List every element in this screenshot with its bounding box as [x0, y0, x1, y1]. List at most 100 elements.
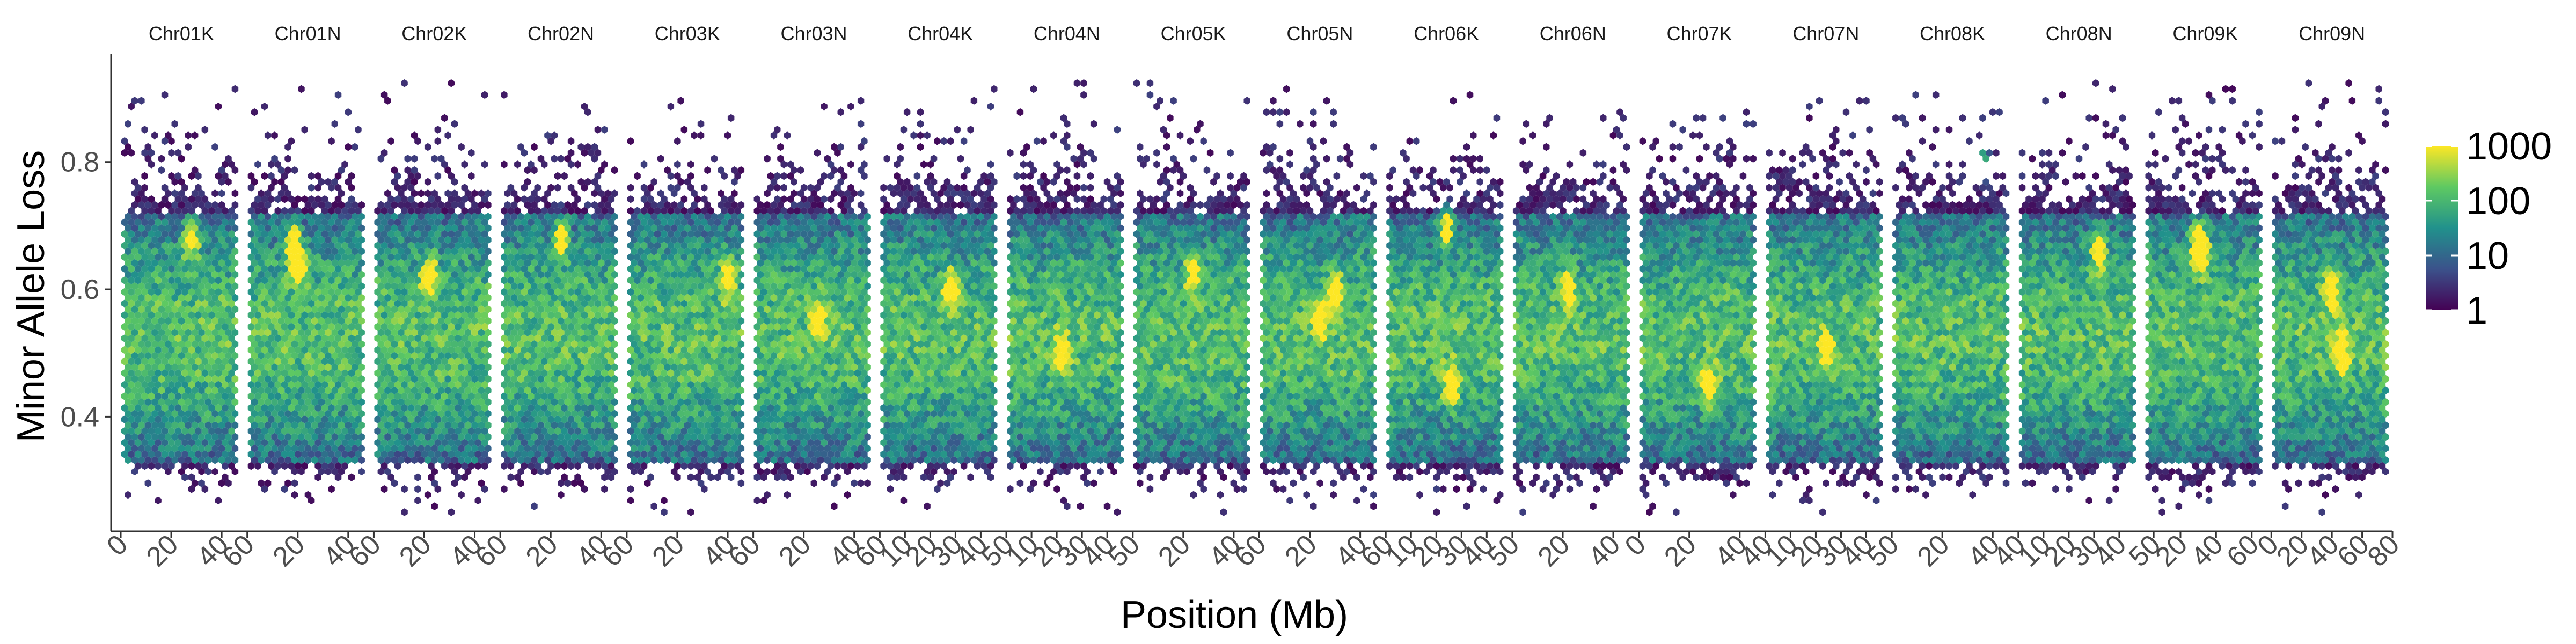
hex-cell: [431, 502, 438, 510]
hex-cell: [138, 444, 145, 452]
hex-cell: [208, 357, 215, 365]
hex-cell: [204, 375, 212, 383]
hex-cell: [174, 369, 182, 377]
hex-cell: [634, 172, 641, 180]
hex-cell: [198, 479, 205, 487]
hex-cell: [204, 456, 212, 464]
hex-cell: [451, 120, 458, 128]
hex-cell: [228, 415, 235, 423]
hex-cell: [208, 392, 215, 400]
hex-cell: [158, 294, 165, 302]
hex-cell: [701, 184, 708, 192]
hex-cell: [211, 352, 218, 360]
hex-cell: [134, 288, 142, 296]
hex-cell: [121, 392, 128, 400]
hex-cell: [155, 369, 162, 377]
hex-cell: [158, 444, 165, 452]
facet-label-chr06k: Chr06K: [1414, 23, 1479, 45]
hex-cell: [345, 143, 352, 151]
hex-cell: [231, 456, 239, 464]
hex-cell: [131, 375, 138, 383]
hex-cell: [144, 421, 152, 429]
hex-cell: [148, 357, 155, 365]
hex-cell: [218, 352, 225, 360]
hex-cell: [215, 323, 222, 331]
hex-cell: [125, 444, 131, 452]
hex-cell: [222, 438, 229, 447]
hex-cell: [151, 456, 158, 464]
hex-cell: [208, 299, 215, 308]
hex-cell: [228, 392, 235, 400]
hex-cell: [165, 398, 172, 406]
hex-cell: [195, 299, 202, 308]
hex-cell: [144, 386, 152, 394]
facet-label-chr07k: Chr07K: [1666, 23, 1732, 45]
hex-cell: [225, 363, 232, 371]
hex-cell: [191, 363, 199, 371]
hex-cell: [125, 375, 131, 383]
hex-cell: [231, 294, 239, 302]
hex-cell: [687, 508, 694, 516]
hex-cell: [178, 421, 185, 429]
hex-cell: [211, 363, 218, 371]
hex-cell: [151, 352, 158, 360]
hex-cell: [165, 294, 172, 302]
hex-cell: [171, 386, 178, 394]
hex-cell: [171, 444, 178, 452]
hex-cell: [481, 91, 488, 99]
facet-label-chr04n: Chr04N: [1034, 23, 1100, 45]
hex-cell: [188, 392, 195, 400]
hex-cell: [228, 450, 235, 458]
hex-cell: [191, 456, 199, 464]
hex-cell: [208, 346, 215, 354]
hex-cell: [181, 473, 188, 481]
hex-cell: [138, 375, 145, 383]
hex-cell: [181, 299, 188, 308]
hex-cell: [161, 323, 169, 331]
hex-cell: [121, 323, 128, 331]
hex-cell: [185, 456, 192, 464]
hex-cell: [222, 380, 229, 389]
hex-cell: [174, 323, 182, 331]
hex-cell: [218, 433, 225, 441]
hex-cell: [627, 496, 634, 504]
hex-cell: [201, 404, 209, 412]
hex-cell: [121, 415, 128, 423]
hex-cell: [128, 299, 135, 308]
hex-cell: [155, 392, 162, 400]
hex-cell: [218, 409, 225, 418]
hex-cell: [225, 444, 232, 452]
hex-cell: [201, 462, 209, 470]
hex-cell: [611, 166, 618, 174]
hex-cell: [627, 184, 634, 192]
hex-cell: [165, 421, 172, 429]
hex-cell: [171, 409, 178, 418]
hex-cell: [231, 352, 239, 360]
hex-cell: [161, 311, 169, 319]
hex-cell: [225, 375, 232, 383]
hex-cell: [228, 462, 235, 470]
hex-cell: [178, 386, 185, 394]
hex-cell: [181, 462, 188, 470]
hex-cell: [171, 340, 178, 348]
hex-cell: [434, 126, 442, 134]
hex-cell: [414, 496, 421, 504]
hex-cell: [204, 317, 212, 325]
hex-cell: [228, 311, 235, 319]
hex-cell: [195, 404, 202, 412]
hex-cell: [211, 294, 218, 302]
hex-cell: [208, 438, 215, 447]
hex-cell: [434, 172, 442, 180]
hex-cell: [222, 357, 229, 365]
hex-cell: [201, 334, 209, 342]
hex-cell: [185, 317, 192, 325]
hex-cell: [204, 409, 212, 418]
hex-cell: [138, 386, 145, 394]
hex-cell: [144, 317, 152, 325]
hex-cell: [121, 450, 128, 458]
facet-panel-chr02k: [374, 79, 492, 516]
hex-cell: [601, 485, 608, 493]
hex-cell: [178, 328, 185, 336]
hex-cell: [218, 294, 225, 302]
hex-cell: [222, 346, 229, 354]
